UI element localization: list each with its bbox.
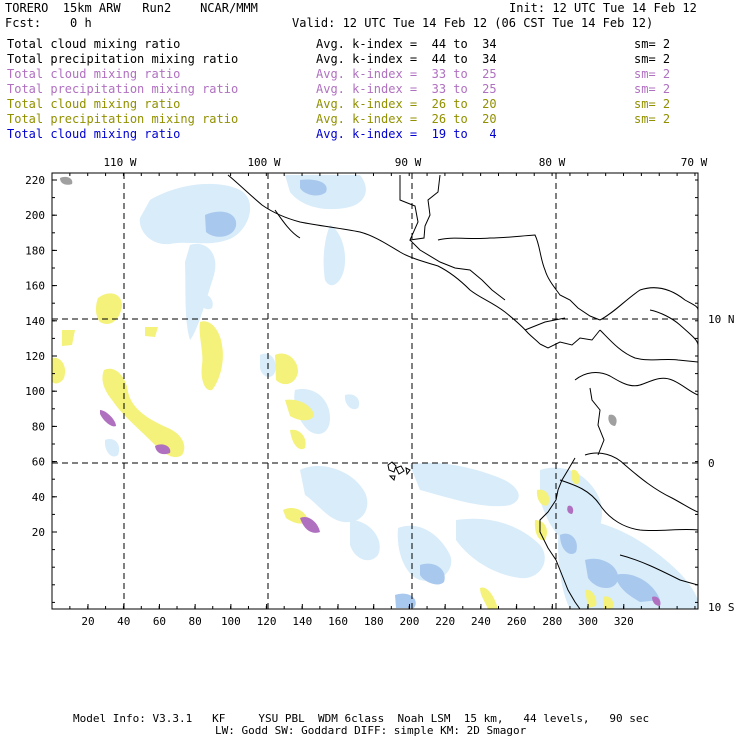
legend-k-index: Avg. k-index = 19 to 4 xyxy=(316,127,497,141)
x-tick-label: 80 xyxy=(189,615,202,628)
init-time: Init: 12 UTC Tue 14 Feb 12 xyxy=(509,1,697,15)
y-tick-label: 220 xyxy=(25,174,45,187)
latitude-label: 10 N xyxy=(708,313,735,326)
legend-k-index: Avg. k-index = 44 to 34 xyxy=(316,52,497,66)
legend-field: Total cloud mixing ratio xyxy=(7,37,181,51)
model-info-line1: Model Info: V3.3.1 KF YSU PBL WDM 6class… xyxy=(73,712,650,725)
longitude-label: 90 W xyxy=(395,156,422,169)
shading-gray xyxy=(60,176,617,426)
precipitation-shading xyxy=(52,173,698,609)
x-tick-label: 240 xyxy=(471,615,491,628)
valid-time: Valid: 12 UTC Tue 14 Feb 12 (06 CST Tue … xyxy=(292,16,654,30)
legend-k-index: Avg. k-index = 33 to 25 xyxy=(316,67,497,81)
legend-k-index: Avg. k-index = 26 to 20 xyxy=(316,112,497,126)
y-tick-label: 80 xyxy=(32,420,45,433)
y-tick-label: 60 xyxy=(32,456,45,469)
legend-row: Total precipitation mixing ratio Avg. k-i… xyxy=(7,52,737,67)
x-tick-label: 280 xyxy=(542,615,562,628)
y-tick-label: 40 xyxy=(32,491,45,504)
longitude-label: 100 W xyxy=(247,156,280,169)
precip-shading-yellow xyxy=(52,293,614,609)
coastlines xyxy=(227,174,698,609)
legend-row: Total cloud mixing ratio Avg. k-index = 4… xyxy=(7,37,737,52)
model-title: TORERO 15km ARW Run2 NCAR/MMM xyxy=(5,1,258,15)
legend-smoothing: sm= 2 xyxy=(634,112,671,126)
y-tick-label: 120 xyxy=(25,350,45,363)
x-tick-label: 140 xyxy=(292,615,312,628)
galapagos-islands xyxy=(387,461,411,481)
cloud-shading-mid xyxy=(205,179,660,608)
axis-ticks xyxy=(51,173,698,609)
x-tick-label: 180 xyxy=(364,615,384,628)
legend-smoothing: sm= 2 xyxy=(634,67,671,81)
legend-field: Total precipitation mixing ratio xyxy=(7,52,239,66)
legend-k-index: Avg. k-index = 26 to 20 xyxy=(316,97,497,111)
legend-smoothing: sm= 2 xyxy=(634,97,671,111)
cloud-shading-light xyxy=(104,175,698,609)
x-tick-label: 120 xyxy=(257,615,277,628)
x-tick-label: 300 xyxy=(578,615,598,628)
x-tick-label: 260 xyxy=(507,615,527,628)
legend-row: Total cloud mixing ratio Avg. k-index = 2… xyxy=(7,97,737,112)
longitude-label: 70 W xyxy=(681,156,708,169)
legend-smoothing: sm= 2 xyxy=(634,82,671,96)
x-tick-label: 200 xyxy=(400,615,420,628)
x-tick-label: 20 xyxy=(81,615,94,628)
legend-row: Total cloud mixing ratio Avg. k-index = 3… xyxy=(7,67,737,82)
x-tick-label: 220 xyxy=(435,615,455,628)
lat-lon-grid xyxy=(52,173,698,609)
legend-row: Total precipitation mixing ratio Avg. k-i… xyxy=(7,112,737,127)
legend-field: Total precipitation mixing ratio xyxy=(7,82,239,96)
x-tick-label: 160 xyxy=(328,615,348,628)
legend-field: Total cloud mixing ratio xyxy=(7,127,181,141)
legend-k-index: Avg. k-index = 33 to 25 xyxy=(316,82,497,96)
legend-smoothing: sm= 2 xyxy=(634,37,671,51)
x-tick-label: 40 xyxy=(117,615,130,628)
forecast-hour: Fcst: 0 h xyxy=(5,16,92,30)
y-tick-label: 140 xyxy=(25,315,45,328)
legend-field: Total cloud mixing ratio xyxy=(7,97,181,111)
y-tick-label: 160 xyxy=(25,280,45,293)
longitude-label: 80 W xyxy=(539,156,566,169)
latitude-label: 10 S xyxy=(708,601,735,614)
y-tick-label: 200 xyxy=(25,209,45,222)
legend-field: Total precipitation mixing ratio xyxy=(7,112,239,126)
legend-row: Total cloud mixing ratio Avg. k-index = 1… xyxy=(7,127,737,142)
legend-row: Total precipitation mixing ratio Avg. k-i… xyxy=(7,82,737,97)
precip-shading-purple xyxy=(100,410,661,606)
x-tick-label: 320 xyxy=(614,615,634,628)
x-tick-label: 100 xyxy=(221,615,241,628)
latitude-label: 0 xyxy=(708,457,715,470)
x-tick-label: 60 xyxy=(153,615,166,628)
y-tick-label: 100 xyxy=(25,385,45,398)
legend-k-index: Avg. k-index = 44 to 34 xyxy=(316,37,497,51)
y-tick-label: 180 xyxy=(25,244,45,257)
y-tick-label: 20 xyxy=(32,526,45,539)
model-info-line2: LW: Godd SW: Goddard DIFF: simple KM: 2D… xyxy=(215,724,527,737)
legend-field: Total cloud mixing ratio xyxy=(7,67,181,81)
longitude-label: 110 W xyxy=(103,156,136,169)
legend-smoothing: sm= 2 xyxy=(634,52,671,66)
